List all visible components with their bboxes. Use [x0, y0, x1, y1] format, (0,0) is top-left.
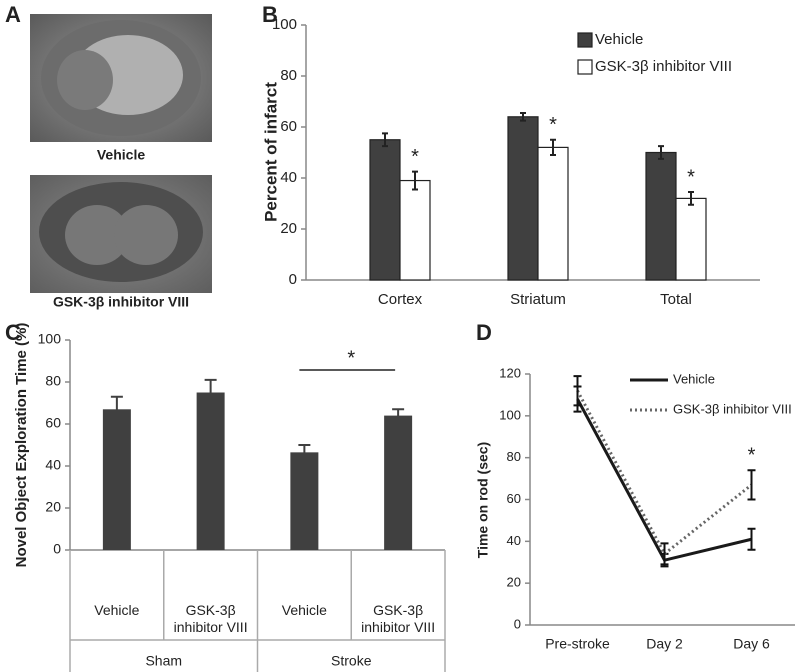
y-tick-label: 40 [507, 533, 521, 548]
x-tick-label: GSK-3β inhibitor VIII [173, 602, 248, 635]
error-bar [747, 527, 756, 551]
bar [645, 151, 677, 281]
error-bar [298, 444, 311, 461]
annotation: * [687, 166, 695, 188]
y-tick-label: 60 [507, 491, 521, 506]
y-tick-label: 20 [45, 499, 61, 515]
error-bar [110, 395, 123, 423]
y-tick-label: 80 [280, 67, 297, 84]
annotation: * [411, 146, 419, 168]
x-tick-label: Cortex [378, 291, 423, 308]
bar [196, 392, 225, 550]
y-tick-label: 80 [45, 373, 61, 389]
x-tick-label: GSK-3β inhibitor VIII [361, 602, 436, 635]
error-bar [747, 469, 756, 501]
bar [507, 116, 539, 281]
error-bar [520, 111, 526, 122]
line [576, 398, 752, 562]
error-bar [660, 542, 669, 566]
legend-label: Vehicle [673, 371, 715, 386]
x-tick-label-box: GSK-3β inhibitor VIII [361, 602, 436, 635]
bar [399, 179, 431, 281]
bar [290, 452, 319, 550]
x-tick-label: Day 2 [646, 636, 683, 652]
x-tick-label: Vehicle [281, 602, 327, 618]
legend-swatch [577, 59, 593, 75]
legend-swatch [577, 32, 593, 48]
error-bar [688, 191, 694, 206]
error-bar [382, 132, 388, 148]
bar [384, 415, 413, 550]
panel-letter: B [262, 2, 278, 27]
legend-label: GSK-3β inhibitor VIII [595, 58, 732, 75]
line [576, 390, 753, 557]
error-bar [658, 145, 664, 160]
bar [369, 139, 401, 281]
x-tick-label: Striatum [510, 291, 566, 308]
error-bar [550, 138, 556, 157]
y-axis-title: Novel Object Exploration Time (%) [13, 323, 30, 568]
bar [102, 409, 131, 550]
image-caption: Vehicle [97, 147, 145, 163]
panel-letter: D [476, 320, 492, 345]
annotation: * [748, 444, 756, 466]
annotation: * [347, 347, 355, 369]
y-tick-label: 0 [514, 616, 521, 631]
y-tick-label: 40 [280, 169, 297, 186]
x-tick-label-box: Vehicle [94, 602, 140, 618]
image-caption: GSK-3β inhibitor VIII [53, 294, 189, 310]
y-tick-label: 40 [45, 457, 61, 473]
error-bar [573, 375, 582, 407]
group-label: Sham [145, 653, 182, 669]
x-tick-label: Vehicle [94, 602, 140, 618]
bar [537, 146, 569, 281]
y-tick-label: 100 [272, 16, 297, 33]
y-axis-title: Time on rod (sec) [475, 442, 491, 558]
error-bar [392, 408, 405, 423]
error-bar [412, 170, 418, 191]
panel-letter: C [5, 320, 21, 345]
y-tick-label: 20 [280, 220, 297, 237]
brain-image [30, 14, 212, 142]
group-label: Stroke [331, 653, 372, 669]
x-tick-label: Total [660, 291, 692, 308]
y-tick-label: 120 [499, 365, 521, 380]
legend-label: GSK-3β inhibitor VIII [673, 401, 792, 416]
y-axis-title: Percent of infarct [261, 82, 280, 222]
y-tick-label: 0 [53, 541, 61, 557]
panel-letter: A [5, 2, 21, 27]
y-tick-label: 20 [507, 575, 521, 590]
y-tick-label: 60 [280, 118, 297, 135]
annotation: * [549, 114, 557, 136]
error-bar [204, 378, 217, 407]
x-tick-label-box: Vehicle [281, 602, 327, 618]
bar [675, 197, 707, 281]
x-tick-label: Day 6 [733, 636, 770, 652]
y-tick-label: 100 [499, 407, 521, 422]
y-tick-label: 100 [38, 331, 62, 347]
y-tick-label: 0 [289, 271, 297, 288]
x-tick-label-box: GSK-3β inhibitor VIII [173, 602, 248, 635]
x-tick-label: Pre-stroke [545, 636, 610, 652]
legend-label: Vehicle [595, 31, 643, 48]
y-tick-label: 60 [45, 415, 61, 431]
y-tick-label: 80 [507, 449, 521, 464]
brain-image [30, 175, 212, 293]
